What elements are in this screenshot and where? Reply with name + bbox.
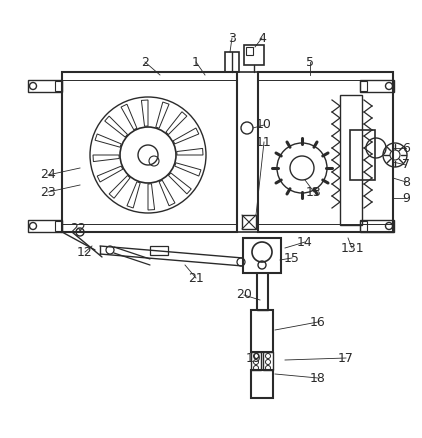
Text: 22: 22: [70, 222, 86, 234]
Text: 131: 131: [340, 241, 364, 254]
Bar: [340, 95, 362, 225]
Bar: [242, 215, 256, 229]
Bar: [55, 81, 62, 91]
Text: 13: 13: [306, 186, 322, 198]
Bar: [28, 220, 62, 232]
Bar: [360, 81, 367, 91]
Text: 1: 1: [192, 56, 200, 68]
Bar: [62, 72, 237, 232]
Bar: [243, 238, 281, 273]
Text: 20: 20: [236, 289, 252, 301]
Text: 14: 14: [297, 236, 313, 248]
Text: 17: 17: [338, 352, 354, 364]
Text: 12: 12: [77, 246, 93, 258]
Bar: [360, 221, 367, 231]
Bar: [251, 370, 273, 398]
Bar: [251, 352, 261, 370]
Bar: [55, 221, 62, 231]
Text: 10: 10: [256, 119, 272, 131]
Text: 19: 19: [246, 352, 262, 364]
Text: 9: 9: [402, 191, 410, 205]
Text: 4: 4: [258, 32, 266, 45]
Bar: [225, 52, 239, 72]
Text: 21: 21: [188, 272, 204, 285]
Bar: [258, 72, 393, 232]
Text: 7: 7: [402, 159, 410, 172]
Text: 23: 23: [40, 186, 56, 198]
Bar: [237, 72, 258, 232]
Bar: [350, 130, 375, 180]
Text: 8: 8: [402, 176, 410, 188]
Text: 24: 24: [40, 169, 56, 181]
Text: 11: 11: [256, 135, 272, 148]
Bar: [244, 45, 264, 65]
Text: 16: 16: [310, 315, 326, 328]
Bar: [360, 80, 394, 92]
Text: 5: 5: [306, 56, 314, 68]
Bar: [360, 220, 394, 232]
Bar: [28, 80, 62, 92]
Bar: [251, 310, 273, 352]
Text: 3: 3: [228, 32, 236, 45]
Text: 2: 2: [141, 56, 149, 68]
Bar: [263, 352, 273, 370]
Text: 15: 15: [284, 251, 300, 265]
Text: 6: 6: [402, 141, 410, 155]
Text: 18: 18: [310, 371, 326, 385]
Bar: [150, 246, 168, 255]
Bar: [246, 47, 253, 55]
